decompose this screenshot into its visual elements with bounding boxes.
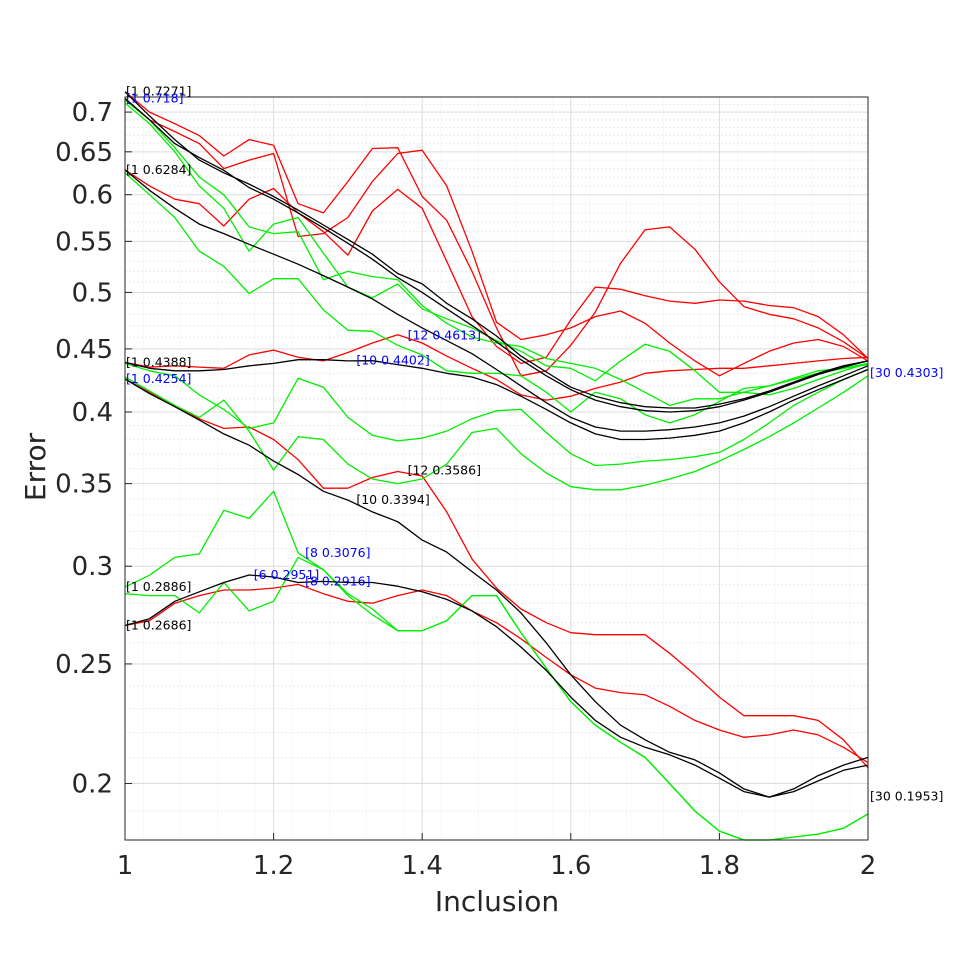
series-line-red (124, 169, 869, 365)
series-line-red (124, 378, 869, 769)
series-line-black (124, 91, 869, 409)
data-annotation: [10 0.4402] (356, 353, 429, 368)
data-annotation: [1 0.4388] (126, 354, 191, 369)
data-annotation: [12 0.4613] (408, 328, 481, 343)
data-annotation: [1 0.4254] (126, 371, 191, 386)
y-tick-label: 0.35 (55, 470, 113, 500)
y-tick-label: 0.5 (72, 278, 113, 308)
series-layer (124, 91, 869, 841)
x-tick-label: 1.6 (550, 851, 591, 881)
series-line-green (124, 375, 869, 491)
series-line-green (124, 172, 869, 424)
y-axis-ticks: 0.2 0.25 0.3 0.35 0.4 0.45 0.5 0.55 0.6 0.65 0.7 (55, 98, 132, 800)
y-tick-label: 0.6 (72, 181, 113, 211)
data-annotation: [8 0.3076] (305, 545, 370, 560)
series-line-green (124, 490, 869, 841)
y-tick-label: 0.7 (72, 98, 113, 128)
data-annotation: [12 0.3586] (408, 463, 481, 478)
data-annotation: [1 0.7271] (126, 84, 191, 99)
data-annotation: [6 0.2951] (254, 567, 319, 582)
series-line-green (124, 99, 869, 407)
data-annotation: [30 0.4303] (870, 365, 943, 380)
data-annotation: [1 0.2886] (126, 579, 191, 594)
series-line-red (124, 334, 869, 401)
series-line-black (124, 169, 869, 432)
y-tick-label: 0.25 (55, 650, 113, 680)
x-tick-label: 1.4 (402, 851, 443, 881)
series-line-red (124, 583, 869, 764)
data-annotation: [10 0.3394] (356, 492, 429, 507)
x-axis-title: Inclusion (435, 885, 559, 918)
data-annotation: [1 0.2686] (126, 617, 191, 632)
series-line-green (124, 556, 869, 841)
series-line-red (124, 91, 869, 377)
y-tick-label: 0.65 (55, 138, 113, 168)
series-line-black (124, 359, 869, 441)
series-line-black (124, 378, 869, 798)
data-annotation: [1 0.718] (126, 90, 183, 105)
data-annotation: [30 0.1953] (870, 788, 943, 803)
y-tick-label: 0.2 (72, 770, 113, 800)
y-tick-label: 0.3 (72, 552, 113, 582)
series-line-red (124, 98, 869, 377)
x-tick-label: 1.8 (699, 851, 740, 881)
x-tick-label: 1.2 (253, 851, 294, 881)
x-tick-label: 1 (117, 851, 134, 881)
series-line-black (124, 98, 869, 413)
series-line-black (124, 574, 869, 798)
data-annotation: [1 0.6284] (126, 162, 191, 177)
minor-grid (125, 97, 868, 840)
series-line-green (124, 362, 869, 467)
y-tick-label: 0.4 (72, 398, 113, 428)
x-tick-label: 2 (860, 851, 877, 881)
plot-frame (124, 96, 869, 841)
major-grid (124, 97, 869, 840)
series-line-green (124, 102, 869, 396)
y-tick-label: 0.55 (55, 227, 113, 257)
data-annotation: [8 0.2916] (305, 573, 370, 588)
x-axis-ticks: 1 1.2 1.4 1.6 1.8 2 (117, 833, 877, 881)
annotations: [1 0.7271][1 0.718] [1 0.6284] [1 0.4388] [… (126, 84, 943, 804)
y-tick-label: 0.45 (55, 335, 113, 365)
y-axis-title: Error (19, 432, 52, 501)
